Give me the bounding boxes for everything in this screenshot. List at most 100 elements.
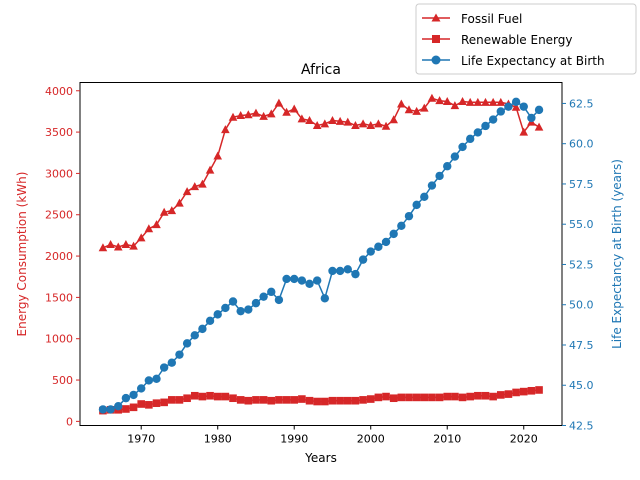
data-point-circle xyxy=(228,297,238,306)
data-point-square xyxy=(519,387,528,396)
data-point-square xyxy=(389,394,398,403)
data-point-square xyxy=(435,393,444,402)
data-point-square xyxy=(428,393,436,402)
data-point-circle xyxy=(297,276,307,285)
data-point-circle xyxy=(152,374,161,384)
data-point-circle xyxy=(167,358,177,367)
data-point-square xyxy=(458,393,467,402)
data-point-square xyxy=(451,392,459,401)
data-point-triangle xyxy=(458,97,467,106)
data-point-square xyxy=(221,392,230,401)
data-point-square xyxy=(313,397,321,406)
data-point-square xyxy=(481,391,490,400)
data-point-triangle xyxy=(198,179,207,188)
data-point-circle xyxy=(381,237,391,247)
data-point-circle xyxy=(496,107,505,116)
y-left-tick-label: 0 xyxy=(66,415,73,428)
data-point-square xyxy=(275,396,283,404)
data-point-square xyxy=(236,396,245,404)
data-point-circle xyxy=(251,298,261,308)
data-point-circle xyxy=(144,376,154,385)
series-line-2 xyxy=(102,389,540,412)
data-point-circle xyxy=(182,339,192,348)
data-point-triangle xyxy=(175,198,184,207)
legend-marker-square xyxy=(432,35,440,43)
data-point-square xyxy=(504,390,513,398)
data-point-circle xyxy=(435,171,444,181)
data-point-triangle xyxy=(320,119,330,128)
y-left-tick-label: 1500 xyxy=(45,291,73,304)
data-point-circle xyxy=(519,102,528,111)
data-point-triangle xyxy=(534,122,544,131)
legend-label-fossil: Fossil Fuel xyxy=(461,12,522,26)
x-tick-label: 2010 xyxy=(433,433,461,446)
data-point-square xyxy=(512,388,520,397)
data-point-circle xyxy=(450,152,460,161)
data-point-triangle xyxy=(106,239,115,248)
data-point-circle xyxy=(205,316,215,326)
x-tick-label: 1970 xyxy=(127,433,155,446)
data-point-square xyxy=(229,394,237,403)
data-point-square xyxy=(321,397,329,406)
data-point-square xyxy=(420,393,429,402)
data-point-circle xyxy=(473,128,483,137)
data-point-square xyxy=(535,386,543,394)
data-point-square xyxy=(145,401,153,409)
data-point-circle xyxy=(412,200,421,210)
data-point-square xyxy=(351,396,360,405)
data-point-circle xyxy=(527,113,536,123)
data-point-square xyxy=(496,391,505,399)
data-point-triangle xyxy=(374,119,383,128)
data-point-circle xyxy=(481,121,490,131)
data-point-square xyxy=(336,396,344,405)
data-point-square xyxy=(397,393,406,402)
data-point-triangle xyxy=(305,116,314,125)
data-point-triangle xyxy=(159,207,169,216)
data-point-triangle xyxy=(366,120,376,129)
data-point-circle xyxy=(366,247,375,256)
y-right-tick-label: 50.0 xyxy=(569,299,594,312)
legend-label-renewable: Renewable Energy xyxy=(461,33,573,47)
data-point-triangle xyxy=(312,120,322,129)
data-point-circle xyxy=(465,134,475,144)
legend: Fossil Fuel Renewable Energy Life Expect… xyxy=(415,3,637,75)
data-point-circle xyxy=(190,331,199,340)
data-point-triangle xyxy=(244,110,253,119)
legend-marker-circle xyxy=(431,55,441,65)
data-point-circle xyxy=(443,162,452,171)
data-point-circle xyxy=(374,242,383,251)
data-point-square xyxy=(443,392,452,401)
data-point-triangle xyxy=(297,114,307,123)
data-point-triangle xyxy=(266,109,276,118)
data-point-triangle xyxy=(259,111,268,120)
y-left-tick-label: 4000 xyxy=(45,85,73,98)
data-point-triangle xyxy=(144,224,154,233)
data-point-square xyxy=(489,392,497,401)
data-point-circle xyxy=(198,324,207,334)
data-point-circle xyxy=(351,269,360,279)
y-right-tick-label: 45.0 xyxy=(569,379,594,392)
y-axis-right-label: Life Expectancy at Birth (years) xyxy=(610,159,624,349)
data-point-square xyxy=(129,403,138,412)
data-point-triangle xyxy=(351,120,360,129)
data-point-triangle xyxy=(136,233,146,242)
data-point-square xyxy=(343,396,352,405)
data-point-circle xyxy=(121,393,131,403)
data-point-triangle xyxy=(205,165,215,174)
y-left-tick-label: 2000 xyxy=(45,250,73,263)
data-point-square xyxy=(252,396,260,404)
data-point-circle xyxy=(420,192,429,202)
data-point-triangle xyxy=(251,108,261,117)
y-right-tick-label: 55.0 xyxy=(569,218,594,231)
legend-marker-triangle xyxy=(431,13,441,22)
data-point-square xyxy=(290,396,299,404)
y-right-tick-label: 42.5 xyxy=(569,420,594,433)
data-point-triangle xyxy=(335,116,345,125)
data-point-square xyxy=(366,395,375,403)
data-point-triangle xyxy=(381,121,391,130)
data-point-square xyxy=(122,405,130,413)
data-point-square xyxy=(527,386,536,395)
data-point-circle xyxy=(175,350,184,359)
x-tick-label: 1980 xyxy=(204,433,232,446)
data-point-square xyxy=(374,393,383,402)
